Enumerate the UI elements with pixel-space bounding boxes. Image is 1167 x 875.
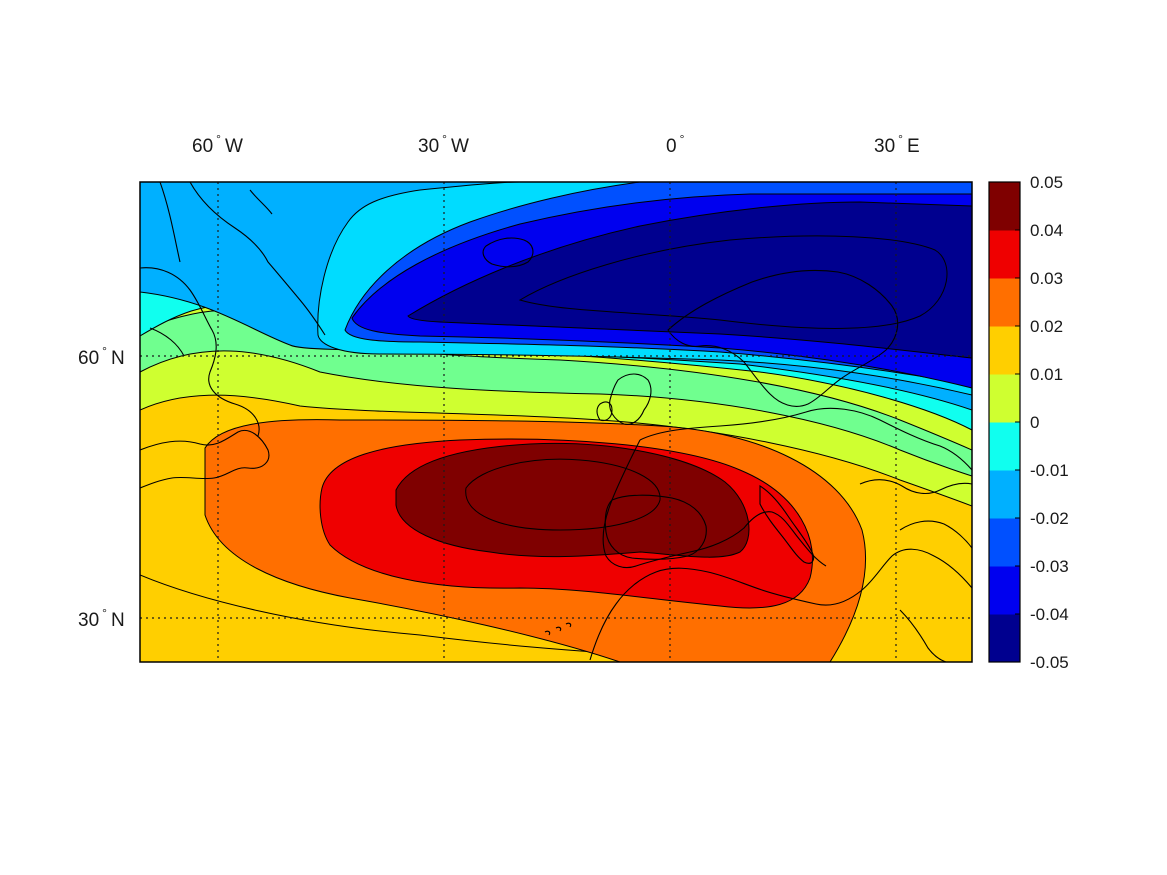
coastline-scandinavia — [667, 269, 899, 407]
map-frame — [139, 181, 973, 663]
coastline-eastern-med — [859, 479, 972, 662]
colorbar-tick-label-4: -0.01 — [1030, 461, 1069, 480]
colorbar-segment-5 — [989, 374, 1020, 423]
contour-line-inner-negative — [518, 235, 948, 329]
colorbar-segment-2 — [989, 518, 1020, 567]
coastline-iceland — [482, 237, 534, 268]
contour-band-above-0.05 — [395, 442, 750, 558]
colorbar-tick-label-10: 0.05 — [1030, 173, 1063, 192]
contour-fills — [140, 182, 972, 662]
colorbar-tick-label-9: 0.04 — [1030, 221, 1063, 240]
coastline-italy — [759, 485, 815, 564]
contour-line-inner-positive — [465, 458, 661, 531]
colorbar-segment-3 — [989, 470, 1020, 519]
colorbar-segments — [989, 182, 1020, 663]
colorbar-segment-9 — [989, 182, 1020, 231]
colorbar-segment-1 — [989, 566, 1020, 615]
latitude-labels: 60 ° N 30 ° N — [78, 344, 125, 631]
colorbar: -0.05 -0.04 -0.03 -0.02 -0.01 0 0.01 0.02 0.03 0.… — [988, 173, 1069, 672]
colorbar-tick-label-2: -0.03 — [1030, 557, 1069, 576]
colorbar-tick-label-8: 0.03 — [1030, 269, 1063, 288]
lon-label-0: 0 ° — [666, 132, 685, 157]
colorbar-tick-label-6: 0.01 — [1030, 365, 1063, 384]
lon-label-30e: 30 ° E — [874, 132, 920, 157]
coastline-canary-islands — [544, 622, 572, 636]
coastline-europe — [602, 407, 972, 569]
coastline-british-isles — [596, 373, 652, 425]
lat-label-30n: 30 ° N — [78, 606, 125, 631]
colorbar-tick-label-7: 0.02 — [1030, 317, 1063, 336]
colorbar-segment-8 — [989, 230, 1020, 279]
colorbar-tick-label-5: 0 — [1030, 413, 1039, 432]
contour-band-below-minus-0.05 — [407, 201, 972, 359]
colorbar-tick-label-3: -0.02 — [1030, 509, 1069, 528]
lon-label-30w: 30 ° W — [418, 132, 469, 157]
colorbar-labels: -0.05 -0.04 -0.03 -0.02 -0.01 0 0.01 0.02 0.03 0.… — [1015, 173, 1069, 672]
coastline-greenland — [159, 182, 326, 336]
lat-label-60n: 60 ° N — [78, 344, 125, 369]
colorbar-segment-4 — [989, 422, 1020, 471]
colorbar-segment-6 — [989, 326, 1020, 375]
lon-label-60w: 60 ° W — [192, 132, 243, 157]
coastline-iberia — [604, 494, 707, 560]
colorbar-tick-label-1: -0.04 — [1030, 605, 1069, 624]
coastline-newfoundland — [140, 430, 270, 489]
colorbar-segment-7 — [989, 278, 1020, 327]
coastline-north-africa — [589, 548, 972, 661]
coastlines — [140, 182, 972, 662]
longitude-labels: 60 ° W 30 ° W 0 ° 30 ° E — [192, 132, 920, 157]
map-axes — [139, 181, 973, 663]
graticule-grid — [140, 182, 972, 662]
coastline-labrador — [140, 267, 260, 437]
colorbar-frame — [988, 181, 1021, 663]
colorbar-tick-label-0: -0.05 — [1030, 653, 1069, 672]
colorbar-segment-0 — [989, 614, 1020, 663]
